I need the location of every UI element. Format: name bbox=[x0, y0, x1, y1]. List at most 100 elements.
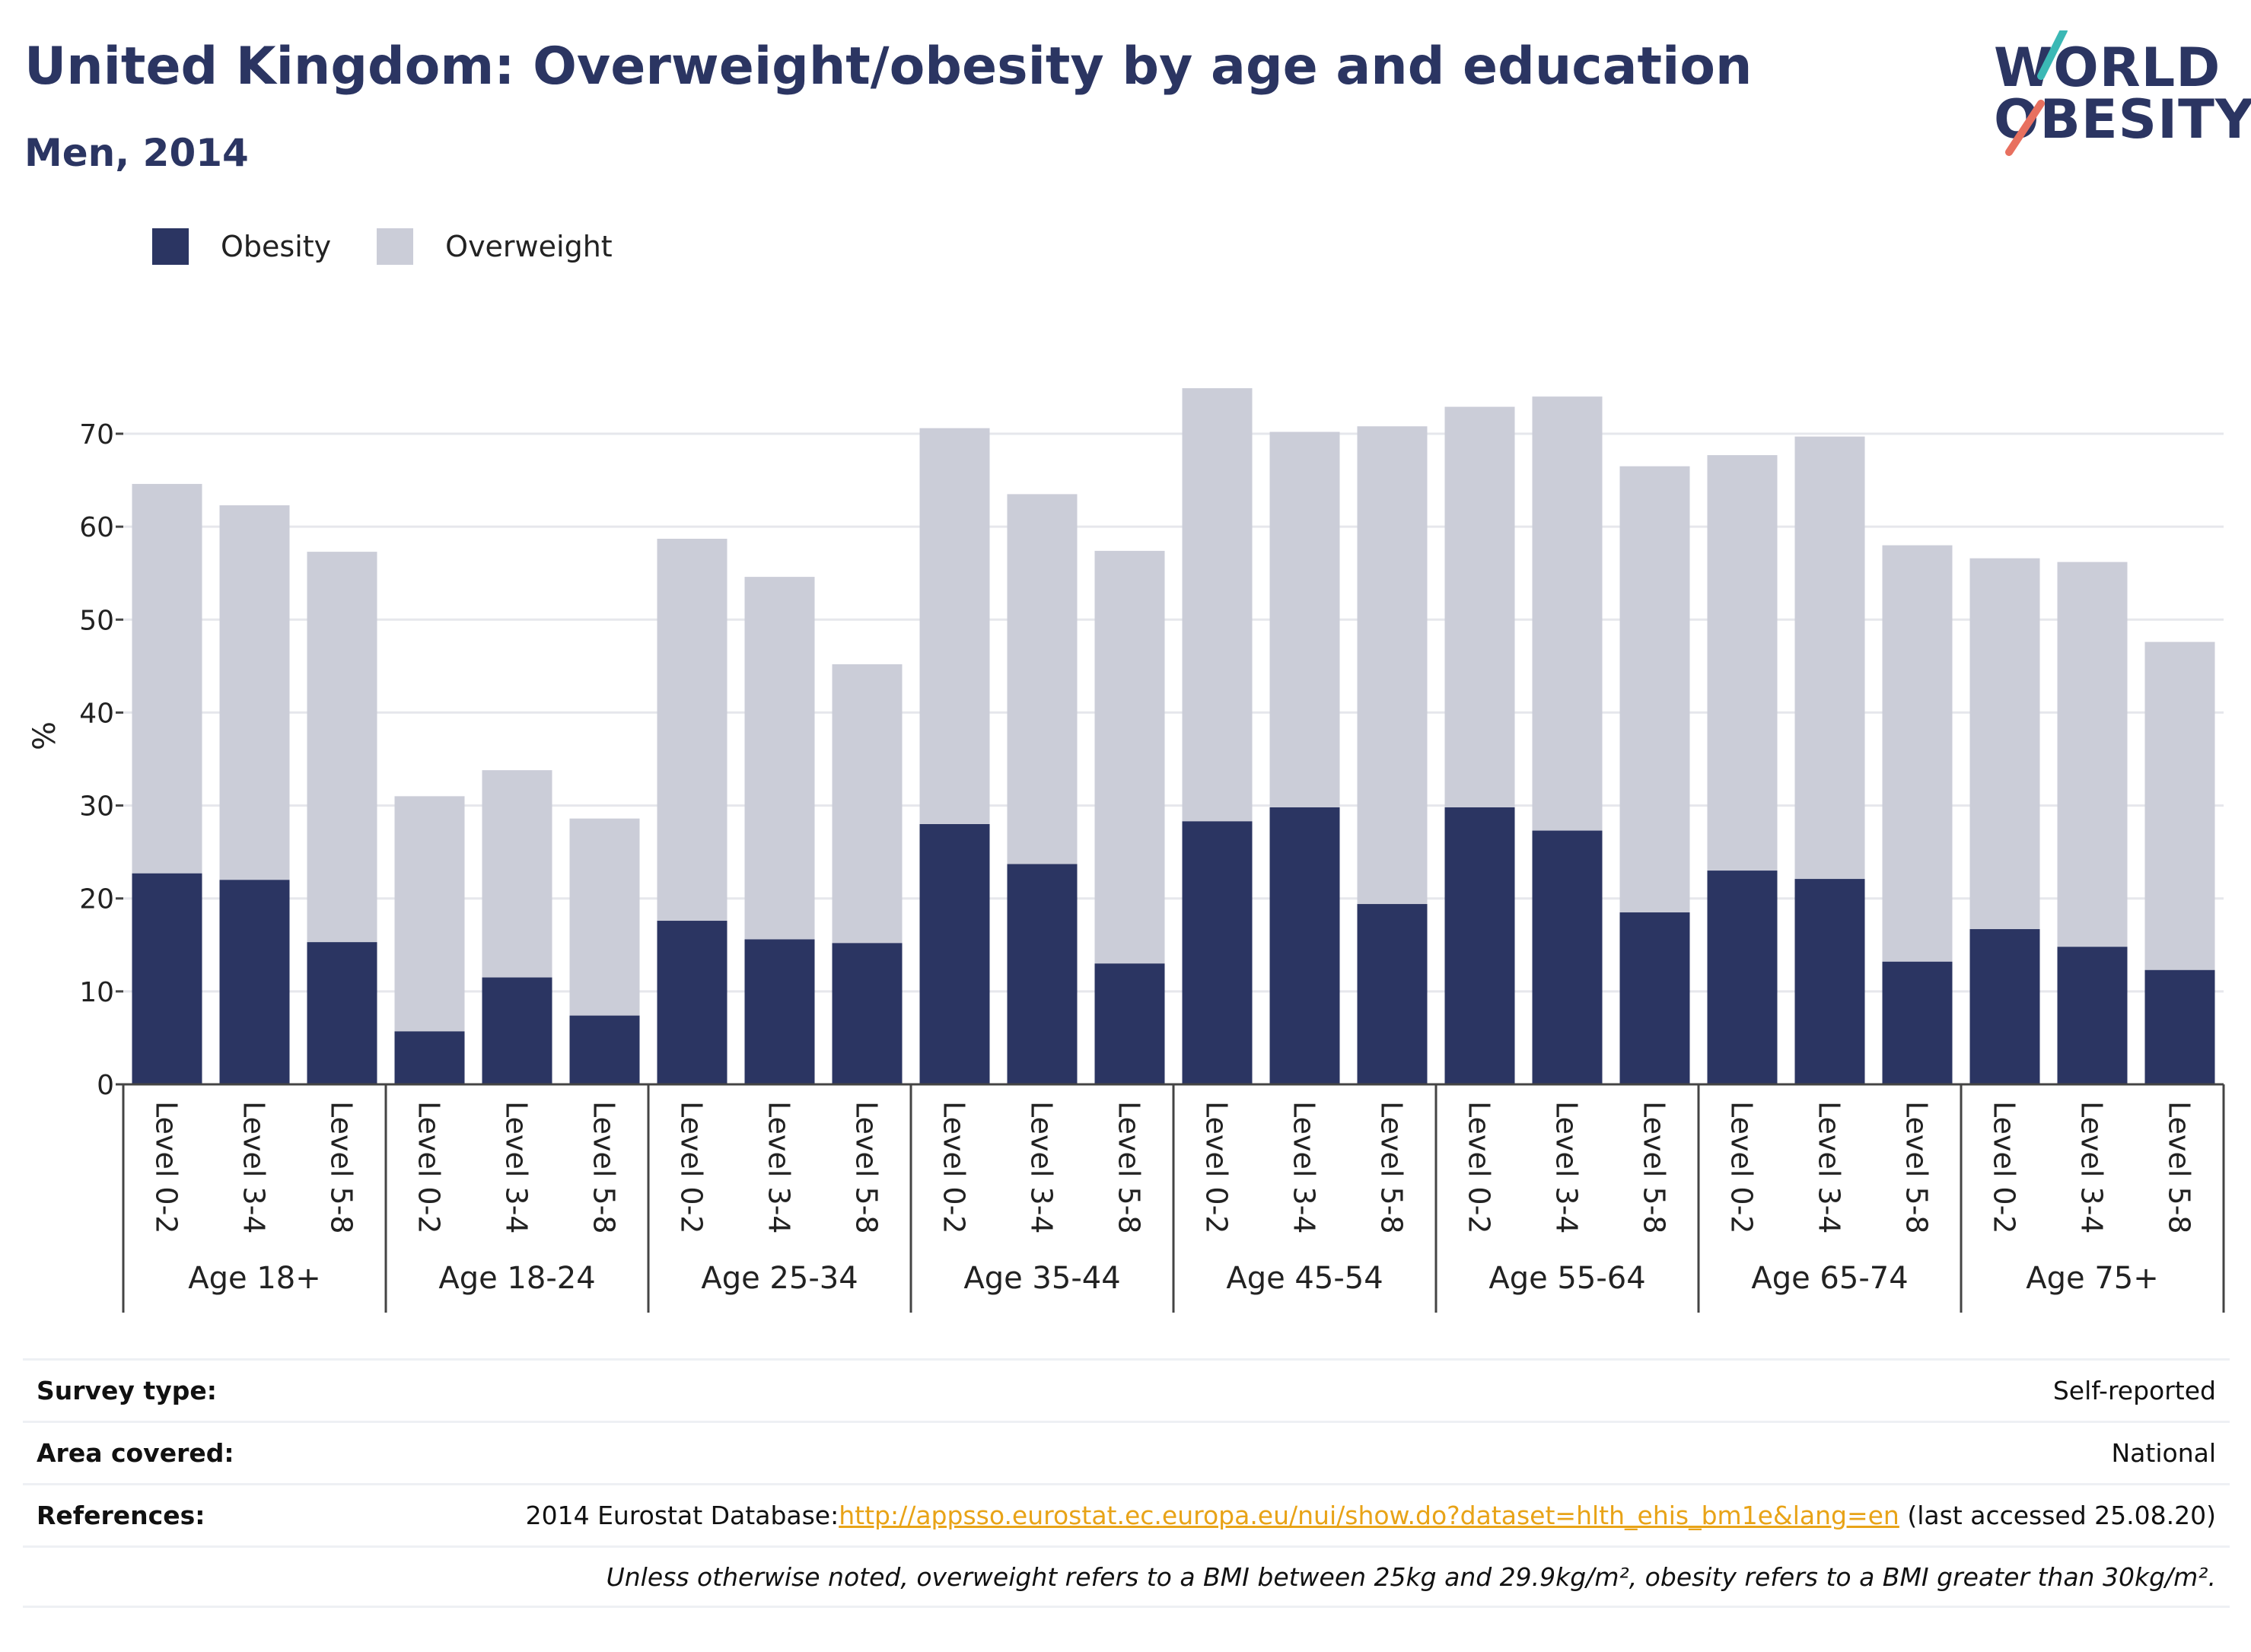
bar-obesity bbox=[1619, 912, 1690, 1084]
bar-overweight bbox=[657, 539, 728, 921]
bar-obesity bbox=[1269, 807, 1340, 1084]
x-group-label: Age 18-24 bbox=[438, 1261, 595, 1296]
x-category-label: Level 0-2 bbox=[938, 1101, 971, 1233]
bar-overweight bbox=[1007, 494, 1078, 864]
bar-obesity bbox=[1882, 961, 1953, 1084]
bar-obesity bbox=[1794, 879, 1865, 1084]
references-value: 2014 Eurostat Database:http://appsso.eur… bbox=[526, 1501, 2216, 1530]
bar-overweight bbox=[1094, 550, 1165, 964]
x-category-label: Level 3-4 bbox=[500, 1101, 533, 1233]
bar-overweight bbox=[132, 483, 202, 874]
x-category-label: Level 3-4 bbox=[1550, 1101, 1584, 1233]
x-category-label: Level 0-2 bbox=[1200, 1101, 1234, 1233]
bar-overweight bbox=[394, 796, 465, 1032]
stacked-bar-chart: 0 10 20 30 40 50 60 70% Level 0-2 Level 3-4 Level … bbox=[27, 388, 2225, 1313]
info-row-note: Unless otherwise noted, overweight refer… bbox=[23, 1545, 2230, 1608]
logo-word-1: WORLD bbox=[1994, 37, 2221, 99]
bar-overweight bbox=[1882, 545, 1953, 962]
bar-overweight bbox=[307, 552, 377, 943]
bar-overweight bbox=[569, 818, 640, 1016]
info-row-survey: Survey type: Self-reported bbox=[23, 1358, 2230, 1421]
bar-obesity bbox=[1444, 807, 1515, 1084]
legend-label-overweight: Overweight bbox=[445, 230, 613, 263]
bar-obesity bbox=[307, 942, 377, 1084]
y-tick-label: 10 bbox=[79, 977, 114, 1008]
bar-obesity bbox=[2057, 947, 2128, 1084]
x-category-label: Level 3-4 bbox=[2075, 1101, 2109, 1233]
area-covered-label: Area covered: bbox=[37, 1438, 234, 1468]
info-row-area: Area covered: National bbox=[23, 1421, 2230, 1483]
bar-obesity bbox=[919, 824, 990, 1084]
bar-obesity bbox=[394, 1031, 465, 1084]
reference-link[interactable]: http://appsso.eurostat.ec.europa.eu/nui/… bbox=[839, 1501, 1899, 1530]
bar-overweight bbox=[1707, 455, 1778, 871]
chart-subtitle: Men, 2014 bbox=[24, 131, 249, 175]
bar-overweight bbox=[2057, 562, 2128, 947]
x-category-label: Level 5-8 bbox=[1375, 1101, 1409, 1233]
bar-overweight bbox=[1357, 426, 1428, 905]
x-category-label: Level 5-8 bbox=[1113, 1101, 1146, 1233]
chart-title: United Kingdom: Overweight/obesity by ag… bbox=[24, 37, 1753, 97]
bar-obesity bbox=[1007, 864, 1078, 1084]
bar-obesity bbox=[1707, 871, 1778, 1084]
bar-obesity bbox=[657, 921, 728, 1084]
references-label: References: bbox=[37, 1501, 205, 1530]
legend-item-overweight[interactable]: Overweight bbox=[377, 228, 613, 265]
bar-overweight bbox=[1269, 431, 1340, 808]
x-group-label: Age 45-54 bbox=[1226, 1261, 1383, 1296]
bar-obesity bbox=[1182, 821, 1253, 1084]
x-group-label: Age 35-44 bbox=[963, 1261, 1120, 1296]
x-group-label: Age 18+ bbox=[188, 1261, 321, 1296]
bar-overweight bbox=[1794, 436, 1865, 880]
info-row-references: References: 2014 Eurostat Database:http:… bbox=[23, 1483, 2230, 1545]
x-category-label: Level 3-4 bbox=[1025, 1101, 1059, 1233]
bar-obesity bbox=[482, 977, 552, 1084]
bar-overweight bbox=[2144, 641, 2215, 970]
bar-obesity bbox=[132, 873, 202, 1084]
bar-overweight bbox=[219, 505, 290, 880]
x-category-label: Level 5-8 bbox=[1638, 1101, 1671, 1233]
legend-item-obesity[interactable]: Obesity bbox=[152, 228, 331, 265]
y-axis-label: % bbox=[27, 721, 62, 750]
x-category-label: Level 5-8 bbox=[850, 1101, 884, 1233]
x-category-label: Level 0-2 bbox=[1988, 1101, 2021, 1233]
info-table: Survey type: Self-reported Area covered:… bbox=[23, 1358, 2230, 1608]
x-category-label: Level 0-2 bbox=[412, 1101, 446, 1233]
x-group-label: Age 25-34 bbox=[701, 1261, 858, 1296]
chart-legend: Obesity Overweight bbox=[152, 228, 658, 265]
x-category-label: Level 5-8 bbox=[587, 1101, 621, 1233]
survey-type-value: Self-reported bbox=[2052, 1376, 2216, 1405]
x-category-label: Level 3-4 bbox=[763, 1101, 796, 1233]
x-group-label: Age 65-74 bbox=[1751, 1261, 1908, 1296]
reference-prefix: 2014 Eurostat Database: bbox=[525, 1501, 839, 1530]
logo-word-2: OBESITY bbox=[1994, 88, 2251, 151]
bar-obesity bbox=[1094, 963, 1165, 1084]
x-category-label: Level 5-8 bbox=[2163, 1101, 2196, 1233]
logo-slash-icon bbox=[2005, 30, 2068, 156]
bar-obesity bbox=[2144, 969, 2215, 1084]
x-category-label: Level 3-4 bbox=[1288, 1101, 1321, 1233]
legend-swatch-overweight bbox=[377, 228, 414, 265]
x-category-label: Level 5-8 bbox=[1900, 1101, 1934, 1233]
x-category-label: Level 0-2 bbox=[675, 1101, 708, 1233]
bar-overweight bbox=[1619, 466, 1690, 913]
y-tick-label: 20 bbox=[79, 884, 114, 915]
x-group-label: Age 55-64 bbox=[1488, 1261, 1645, 1296]
bar-overweight bbox=[1969, 558, 2040, 930]
y-tick-label: 60 bbox=[79, 512, 114, 543]
bar-obesity bbox=[1532, 830, 1603, 1084]
bar-overweight bbox=[744, 577, 815, 940]
bar-obesity bbox=[569, 1015, 640, 1084]
x-category-label: Level 3-4 bbox=[237, 1101, 271, 1233]
x-category-label: Level 0-2 bbox=[150, 1101, 183, 1233]
survey-type-label: Survey type: bbox=[37, 1376, 217, 1405]
legend-swatch-obesity bbox=[152, 228, 189, 265]
bar-obesity bbox=[744, 939, 815, 1084]
y-tick-label: 0 bbox=[97, 1070, 114, 1101]
bmi-definition-note: Unless otherwise noted, overweight refer… bbox=[606, 1561, 2216, 1592]
reference-suffix: (last accessed 25.08.20) bbox=[1899, 1501, 2216, 1530]
bar-obesity bbox=[832, 943, 903, 1084]
bar-overweight bbox=[482, 770, 552, 978]
area-covered-value: National bbox=[2111, 1438, 2216, 1468]
x-category-label: Level 0-2 bbox=[1463, 1101, 1496, 1233]
